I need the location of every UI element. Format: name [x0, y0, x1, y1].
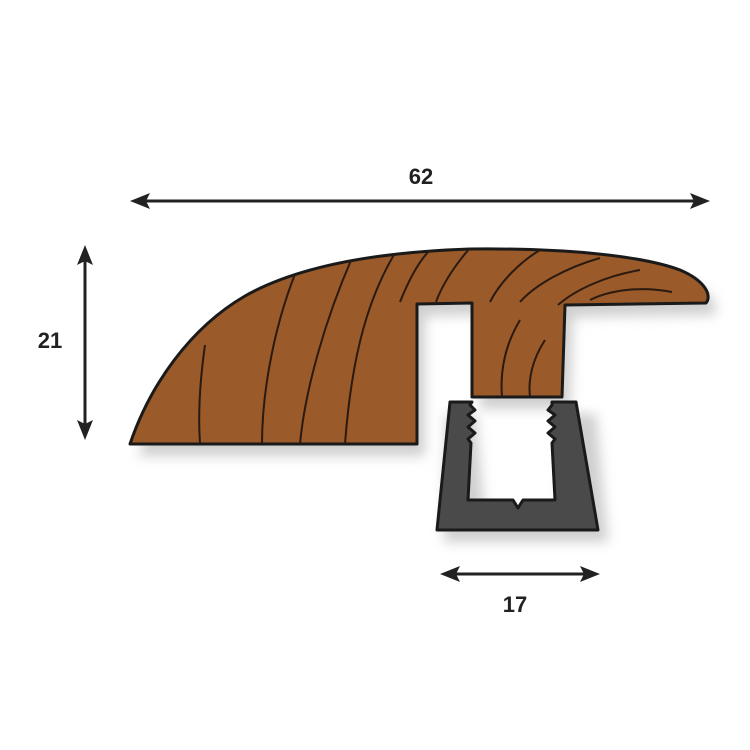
width-dimension-label: 62 — [408, 164, 434, 189]
width-dimension-arrow — [130, 193, 710, 209]
track-width-dimension-label: 17 — [502, 592, 528, 617]
wood-grain — [198, 248, 673, 444]
metal-track — [435, 400, 600, 532]
height-dimension-label: 21 — [37, 328, 63, 353]
track-width-dimension-arrow — [440, 566, 600, 582]
height-dimension-arrow — [77, 245, 93, 440]
